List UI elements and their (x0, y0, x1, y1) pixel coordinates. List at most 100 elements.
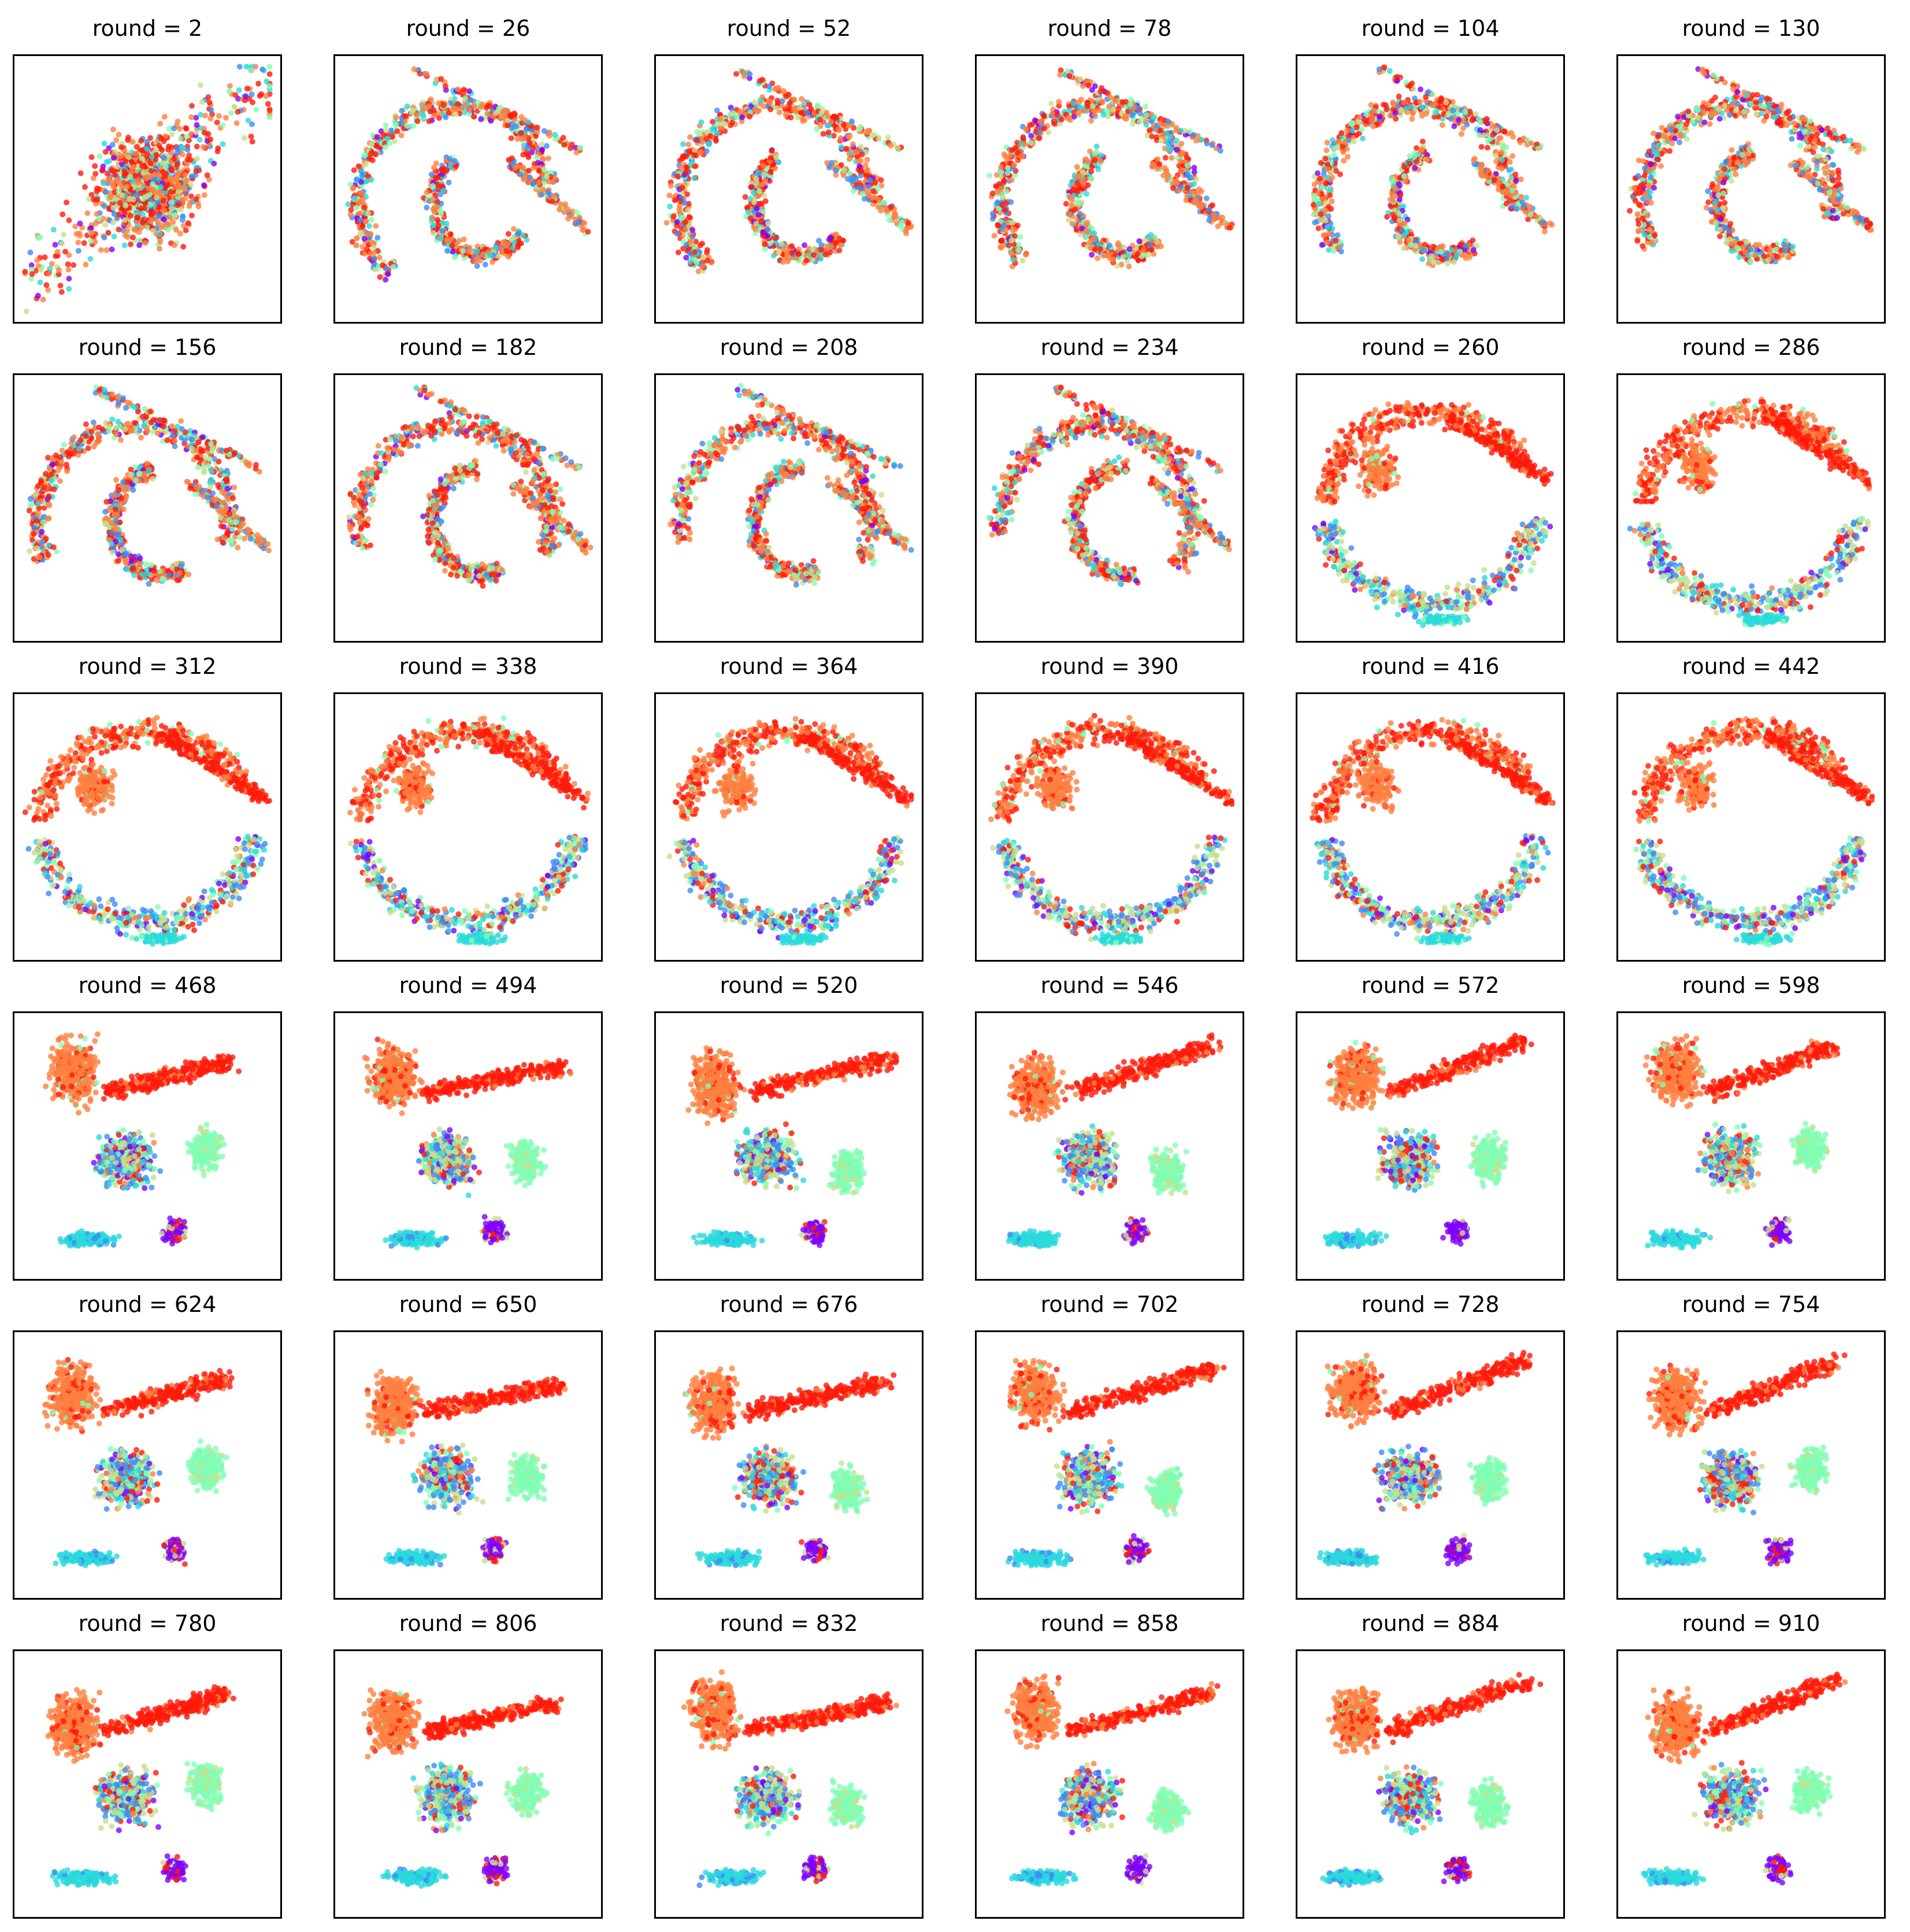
scatter-point (114, 164, 121, 170)
scatter-point (833, 168, 839, 174)
scatter-point (86, 196, 92, 202)
scatter-point (521, 134, 528, 140)
scatter-point (561, 142, 568, 148)
scatter-point (1445, 112, 1451, 118)
scatter-point (353, 205, 359, 211)
scatter-point (1170, 185, 1176, 191)
scatter-point (135, 180, 141, 186)
scatter-point (687, 134, 693, 140)
scatter-point (1054, 112, 1060, 118)
scatter-point (368, 177, 374, 183)
scatter-point (102, 222, 109, 228)
scatter-point (124, 183, 130, 190)
scatter-point (61, 232, 67, 238)
panel: round = 52 (654, 14, 924, 324)
scatter-point (265, 101, 271, 107)
scatter-point (857, 168, 863, 175)
scatter-point (827, 249, 833, 255)
scatter-point (1323, 180, 1329, 187)
scatter-point (158, 184, 164, 190)
scatter-point (220, 141, 226, 147)
scatter-point (487, 252, 493, 258)
scatter-point (1092, 151, 1099, 157)
scatter-point (128, 159, 135, 165)
scatter-point (1191, 181, 1197, 187)
scatter-point (1134, 251, 1141, 257)
scatter-point (266, 107, 273, 113)
scatter-point (147, 160, 154, 166)
scatter-point (860, 191, 866, 197)
scatter-point (836, 247, 843, 254)
scatter-point (531, 165, 537, 171)
scatter-point (526, 174, 532, 180)
scatter-point (171, 155, 177, 162)
scatter-point (696, 131, 703, 137)
scatter-point (132, 173, 139, 179)
scatter-point (524, 146, 531, 152)
scatter-point (568, 213, 574, 220)
scatter-point (28, 266, 35, 273)
scatter-point (687, 250, 693, 257)
scatter-point (437, 236, 444, 242)
panel-title: round = 26 (333, 14, 603, 43)
scatter-point (121, 173, 128, 179)
scatter-point (398, 132, 405, 139)
scatter-point (581, 220, 588, 226)
scatter-point (536, 180, 542, 186)
scatter-point (176, 170, 182, 176)
scatter-point (526, 168, 532, 174)
scatter-point (767, 99, 773, 106)
scatter-point (466, 107, 473, 113)
scatter-point (90, 175, 97, 181)
scatter-point (828, 243, 835, 250)
scatter-point (1122, 113, 1129, 120)
scatter-point (859, 151, 865, 158)
scatter-point (1332, 160, 1338, 166)
scatter-point (436, 115, 442, 121)
scatter-point (808, 106, 814, 112)
scatter-point (150, 228, 156, 234)
scatter-point (350, 185, 357, 191)
scatter-point (139, 163, 146, 169)
scatter-point (1092, 246, 1098, 253)
scatter-point (391, 138, 398, 144)
scatter-point (1493, 153, 1499, 159)
scatter-point (1513, 178, 1519, 184)
scatter-point (534, 128, 540, 135)
scatter-point (1048, 101, 1055, 107)
scatter-point (1396, 93, 1402, 99)
scatter-point (703, 148, 710, 154)
scatter-point (544, 173, 550, 180)
scatter-point (1409, 116, 1415, 122)
scatter-point (110, 220, 116, 225)
scatter-point (101, 180, 107, 187)
scatter-point (147, 201, 154, 207)
scatter-point (760, 229, 766, 235)
scatter-point (1029, 121, 1036, 128)
scatter-point (1342, 139, 1348, 146)
scatter-point (747, 71, 753, 77)
scatter-point (184, 147, 191, 153)
scatter-point (27, 249, 34, 255)
scatter-point (403, 113, 409, 119)
scatter-point (855, 159, 862, 165)
scatter-point (72, 223, 79, 229)
scatter-point (75, 248, 81, 254)
scatter-point (774, 100, 781, 106)
scatter-point (733, 71, 739, 77)
scatter-point (155, 219, 161, 225)
scatter-point (193, 114, 199, 121)
scatter-point (1154, 123, 1160, 129)
scatter-point (824, 160, 830, 166)
scatter-point (174, 161, 180, 168)
scatter-point (1057, 72, 1063, 78)
scatter-point (453, 111, 459, 117)
scatter-point (360, 196, 366, 202)
scatter-point (525, 119, 532, 125)
scatter-point (94, 211, 100, 217)
scatter-point (1180, 150, 1186, 156)
scatter-point (1093, 143, 1100, 150)
scatter-point (129, 139, 136, 145)
scatter-point (28, 276, 34, 282)
